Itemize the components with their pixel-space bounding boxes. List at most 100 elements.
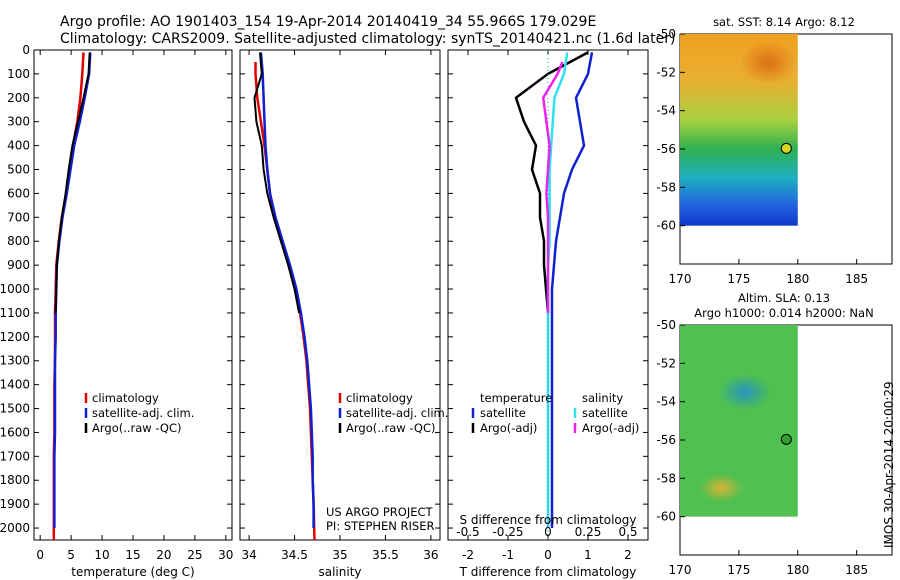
legend-label: Argo(-adj) <box>582 421 639 435</box>
x-tick-label: 35 <box>332 548 347 562</box>
sst-warm-patch <box>740 40 797 85</box>
y-tick-label: 1300 <box>0 354 30 368</box>
plot-frame <box>33 49 233 541</box>
x-tick-label: 175 <box>727 272 750 286</box>
legend-title-temperature: temperature <box>480 391 552 405</box>
y-tick-label: 2000 <box>0 521 30 535</box>
y-tick-label: -52 <box>656 65 676 79</box>
y-tick-label: 600 <box>7 186 30 200</box>
x-tick-label: 34.5 <box>281 548 308 562</box>
y-tick-label: -52 <box>656 356 676 370</box>
x-tick-label: 185 <box>845 563 868 577</box>
y-tick-label: 0 <box>22 43 30 57</box>
legend-label: Argo(-adj) <box>480 421 537 435</box>
sla-high-patch <box>699 473 744 502</box>
header-line2: Climatology: CARS2009. Satellite-adjuste… <box>60 31 675 47</box>
y-tick-label: 1700 <box>0 449 30 463</box>
legend-label: climatology <box>346 391 413 405</box>
y-tick-label: 500 <box>7 163 30 177</box>
y-tick-label: 1600 <box>0 425 30 439</box>
legend-label: Argo(..raw -QC) <box>346 421 436 435</box>
y-tick-label: 200 <box>7 91 30 105</box>
x-axis-label: temperature (deg C) <box>71 565 194 579</box>
map-subtitle: Argo h1000: 0.014 h2000: NaN <box>694 306 873 320</box>
x-tick-label: -1 <box>502 548 514 562</box>
y-tick-label: 1800 <box>0 473 30 487</box>
x-tick-label: 1 <box>584 548 592 562</box>
pi-annotation: PI: STEPHEN RISER <box>326 519 435 533</box>
s-tick-label: -0.5 <box>456 525 479 539</box>
difference-panel: -2 -1 0 1 2 T difference from climatology -0.5… <box>447 49 649 579</box>
x-tick-label: 5 <box>67 548 75 562</box>
header-line1: Argo profile: AO 1901403_154 19-Apr-2014… <box>60 14 596 30</box>
legend-label: satellite <box>480 406 526 420</box>
y-tick-label: 400 <box>7 139 30 153</box>
argo-position-marker <box>780 142 792 154</box>
series-line-s-argo-adj- <box>541 61 564 313</box>
y-tick-label: 1200 <box>0 330 30 344</box>
s-tick-label: -0.25 <box>492 525 523 539</box>
x-tick-label: 185 <box>845 272 868 286</box>
s-tick-label: 0 <box>544 525 552 539</box>
legend-label: satellite-adj. clim. <box>92 406 194 420</box>
y-tick-label: 1400 <box>0 378 30 392</box>
s-tick-label: 0.25 <box>575 525 602 539</box>
legend-title-salinity: salinity <box>582 391 623 405</box>
y-tick-label: -54 <box>656 104 676 118</box>
x-tick-label: 25 <box>187 548 202 562</box>
x-tick-label: 180 <box>786 563 809 577</box>
y-tick-label: 900 <box>7 258 30 272</box>
x-tick-label: 36 <box>423 548 438 562</box>
temperature-panel: 0 5 10 15 20 25 300100200300400500600700800900… <box>0 43 233 579</box>
series-line-t-satellite <box>550 52 594 528</box>
y-tick-label: 300 <box>7 115 30 129</box>
x-tick-label: 0 <box>36 548 44 562</box>
y-tick-label: 1900 <box>0 497 30 511</box>
series-line-argo-raw-qc- <box>253 52 301 314</box>
x-tick-label: 20 <box>156 548 171 562</box>
x-tick-label: 175 <box>727 563 750 577</box>
salinity-panel: 34 34.5 35 35.5 36 salinity climatologysatelli… <box>239 49 448 579</box>
legend-label: satellite <box>582 406 628 420</box>
legend-label: satellite-adj. clim. <box>346 406 448 420</box>
y-tick-label: -60 <box>656 510 676 524</box>
y-tick-label: 100 <box>7 67 30 81</box>
x-tick-label: 180 <box>786 272 809 286</box>
x-tick-label: -2 <box>462 548 474 562</box>
sla-map-panel: 170 175 180 185 -50 -52 -54 -56 -58 -60 Altim. SLA… <box>656 291 893 577</box>
legend-label: Argo(..raw -QC) <box>92 421 182 435</box>
y-tick-label: -56 <box>656 142 676 156</box>
series-line-t-argo-adj- <box>514 51 589 314</box>
x-axis-label: T difference from climatology <box>459 565 637 579</box>
y-tick-label: -50 <box>656 27 676 41</box>
y-tick-label: -56 <box>656 433 676 447</box>
x-tick-label: 2 <box>624 548 632 562</box>
legend-label: climatology <box>92 391 159 405</box>
series-line-argo-raw-qc- <box>54 52 91 313</box>
map-title: Altim. SLA: 0.13 <box>738 291 830 305</box>
imos-credit: IMOS 30-Apr-2014 20:00:29 <box>882 381 896 548</box>
x-tick-label: 34 <box>241 548 256 562</box>
x-tick-label: 30 <box>218 548 233 562</box>
series-line-satellite-adj-clim- <box>259 52 315 528</box>
map-title: sat. SST: 8.14 Argo: 8.12 <box>713 15 855 29</box>
plot-frame <box>239 49 441 541</box>
x-tick-label: 35.5 <box>372 548 399 562</box>
x-axis-label: salinity <box>318 565 361 579</box>
y-tick-label: -60 <box>656 219 676 233</box>
x-tick-label: 10 <box>94 548 109 562</box>
x-tick-label: 170 <box>669 563 692 577</box>
x-tick-label: 170 <box>669 272 692 286</box>
y-tick-label: 1500 <box>0 402 30 416</box>
y-tick-label: -54 <box>656 395 676 409</box>
argo-position-marker <box>780 433 792 445</box>
y-tick-label: 1100 <box>0 306 30 320</box>
sla-low-patch <box>718 374 771 411</box>
y-tick-label: 700 <box>7 210 30 224</box>
y-tick-label: -58 <box>656 180 676 194</box>
s-tick-label: 0.5 <box>618 525 637 539</box>
y-tick-label: -50 <box>656 318 676 332</box>
y-tick-label: -58 <box>656 471 676 485</box>
x-tick-label: 0 <box>544 548 552 562</box>
